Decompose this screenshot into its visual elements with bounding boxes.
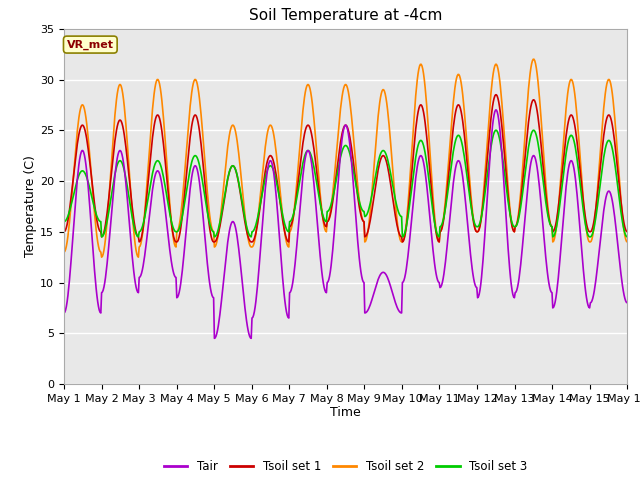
Title: Soil Temperature at -4cm: Soil Temperature at -4cm xyxy=(249,9,442,24)
Legend: Tair, Tsoil set 1, Tsoil set 2, Tsoil set 3: Tair, Tsoil set 1, Tsoil set 2, Tsoil se… xyxy=(159,455,532,478)
Tsoil set 3 xyxy=(431,224,439,229)
Line: Tair: Tair xyxy=(64,110,627,338)
Tair xyxy=(60,310,68,316)
Tsoil set 3 xyxy=(70,189,78,195)
Tair xyxy=(70,216,78,221)
Tsoil set 1 xyxy=(70,167,78,172)
Tsoil set 3 xyxy=(186,166,194,172)
Tair xyxy=(186,193,193,199)
Tsoil set 1 xyxy=(135,239,143,245)
Tair xyxy=(623,300,631,306)
Tsoil set 2 xyxy=(529,56,537,62)
Tsoil set 1 xyxy=(623,229,631,235)
Tair xyxy=(492,107,499,113)
Tsoil set 1 xyxy=(431,224,439,230)
Tsoil set 2 xyxy=(60,249,68,255)
Tsoil set 1 xyxy=(128,204,136,209)
Tsoil set 2 xyxy=(216,219,224,225)
Tsoil set 2 xyxy=(129,219,137,225)
Tair xyxy=(431,266,439,272)
Line: Tsoil set 3: Tsoil set 3 xyxy=(64,130,627,237)
Tsoil set 3 xyxy=(492,127,499,133)
Tsoil set 1 xyxy=(60,229,68,235)
Tsoil set 1 xyxy=(492,92,499,97)
Tair xyxy=(128,253,136,259)
X-axis label: Time: Time xyxy=(330,407,361,420)
Line: Tsoil set 1: Tsoil set 1 xyxy=(64,95,627,242)
Tsoil set 3 xyxy=(98,234,106,240)
Tsoil set 1 xyxy=(216,224,224,229)
Tsoil set 2 xyxy=(70,163,78,169)
Tsoil set 3 xyxy=(216,219,224,225)
Tsoil set 2 xyxy=(186,104,194,109)
Tair xyxy=(216,312,224,317)
Line: Tsoil set 2: Tsoil set 2 xyxy=(64,59,627,257)
Tsoil set 3 xyxy=(415,140,422,146)
Tair xyxy=(415,156,422,162)
Tsoil set 2 xyxy=(431,220,439,226)
Tsoil set 2 xyxy=(623,239,631,245)
Tsoil set 2 xyxy=(415,66,422,72)
Tsoil set 2 xyxy=(98,254,106,260)
Tair xyxy=(211,336,218,341)
Tsoil set 3 xyxy=(623,234,631,240)
Tsoil set 1 xyxy=(415,106,422,111)
Text: VR_met: VR_met xyxy=(67,39,114,50)
Tsoil set 3 xyxy=(60,219,68,225)
Y-axis label: Temperature (C): Temperature (C) xyxy=(24,156,37,257)
Tsoil set 3 xyxy=(129,218,137,224)
Tsoil set 1 xyxy=(186,134,194,140)
